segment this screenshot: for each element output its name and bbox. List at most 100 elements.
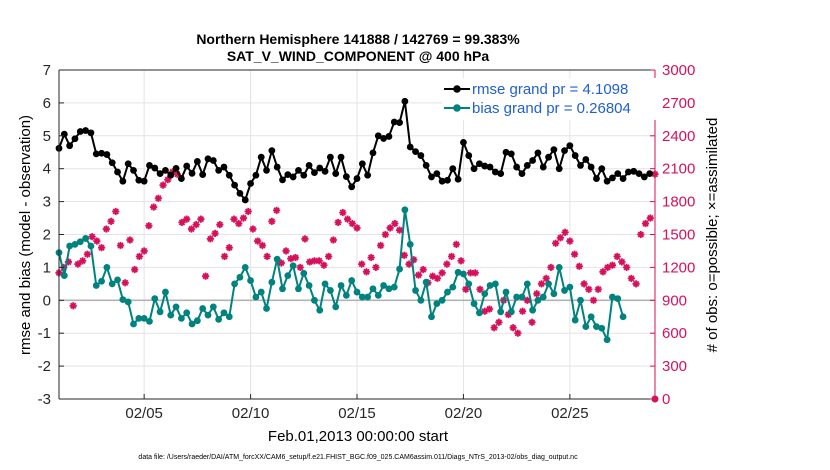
rmse-point [167,171,175,179]
bias-point [571,316,579,324]
bias-point [114,276,121,284]
obs-marker [183,215,191,223]
y-tick-label: 4 [43,161,51,178]
rmse-point [491,168,499,176]
rmse-point [396,119,403,127]
obs-marker-stroke [462,286,469,293]
rmse-point [231,181,239,189]
rmse-point [449,165,457,173]
bias-point [513,293,521,301]
obs-marker-stroke [547,264,555,271]
obs-marker-stroke [254,237,261,245]
bias-point [444,288,451,296]
obs-marker [618,258,626,266]
bias-point [177,314,185,322]
bias-point [263,305,270,312]
rmse-point [646,170,654,178]
obs-marker [391,219,399,228]
obs-marker-stroke [429,273,436,280]
bias-point [87,242,95,250]
rmse-point [162,166,169,174]
rmse-line [58,100,651,201]
obs-marker [443,260,451,268]
rmse-point [624,168,632,176]
y-tick-label: 2 [43,227,51,244]
obs-marker [178,218,186,227]
obs-marker [419,265,427,274]
obs-marker [216,221,224,229]
bias-point [342,291,350,299]
obs-marker [230,215,238,223]
obs-marker-stroke [263,253,271,260]
obs-marker-stroke [358,260,365,268]
bias-point [374,291,382,299]
obs-marker [533,290,541,298]
y-tick-label: 6 [43,95,51,112]
obs-marker [405,260,413,268]
y-right-tick-label: 1500 [662,227,695,244]
obs-marker-stroke [136,253,143,260]
obs-marker-stroke [131,266,138,273]
bias-point [231,280,239,288]
rmse-point [156,170,164,178]
rmse-point [640,173,648,181]
obs-marker [145,222,153,230]
rmse-point [438,177,446,185]
obs-marker-stroke [391,220,398,227]
rmse-point [401,97,409,105]
obs-marker [272,206,281,214]
obs-marker-stroke [140,247,148,255]
obs-marker [599,268,607,276]
obs-marker [471,269,479,277]
obs-marker [107,217,115,225]
y-right-tick-label: 1200 [662,259,695,276]
bias-point [268,278,276,286]
obs-marker [291,253,300,262]
bias-point [353,288,361,296]
rmse-point [364,171,372,179]
bias-point [470,300,478,307]
obs-marker [594,285,602,293]
obs-marker [97,244,106,252]
obs-marker-stroke [88,233,96,240]
obs-marker [528,318,536,326]
bias-point [550,290,558,298]
bias-point [225,313,233,321]
rmse-point [76,128,84,135]
obs-marker [448,252,456,261]
bias-point [449,283,457,291]
obs-marker-stroke [552,240,559,247]
bias-point [475,309,483,317]
obs-marker-stroke [628,275,635,282]
obs-marker-stroke [491,324,498,331]
y-right-tick-label: 0 [662,391,670,408]
obs-marker-stroke [576,263,583,270]
x-tick-label: 02/10 [232,405,270,422]
obs-marker [282,247,290,255]
bias-point [385,285,393,293]
rmse-point [119,177,127,185]
obs-marker-stroke [122,279,129,286]
obs-marker-stroke [557,234,564,241]
bias-point [332,303,340,311]
rmse-point [140,177,148,185]
obs-marker [386,224,394,232]
rmse-point [385,133,393,140]
bias-point [151,295,159,303]
bias-point [204,311,212,319]
bias-point [279,285,286,293]
bias-point [130,320,137,328]
obs-marker-stroke [618,258,626,266]
obs-marker-stroke [126,236,134,244]
obs-marker [514,329,522,337]
y-tick-label: 3 [43,194,51,211]
obs-marker [320,261,328,269]
rmse-point [183,162,191,170]
obs-marker [575,262,583,270]
y-tick-label: 7 [43,62,51,79]
rmse-point [593,175,600,182]
obs-marker-stroke [282,247,290,255]
obs-marker-stroke [420,266,427,273]
bias-point [252,293,260,301]
rmse-point [114,168,121,176]
